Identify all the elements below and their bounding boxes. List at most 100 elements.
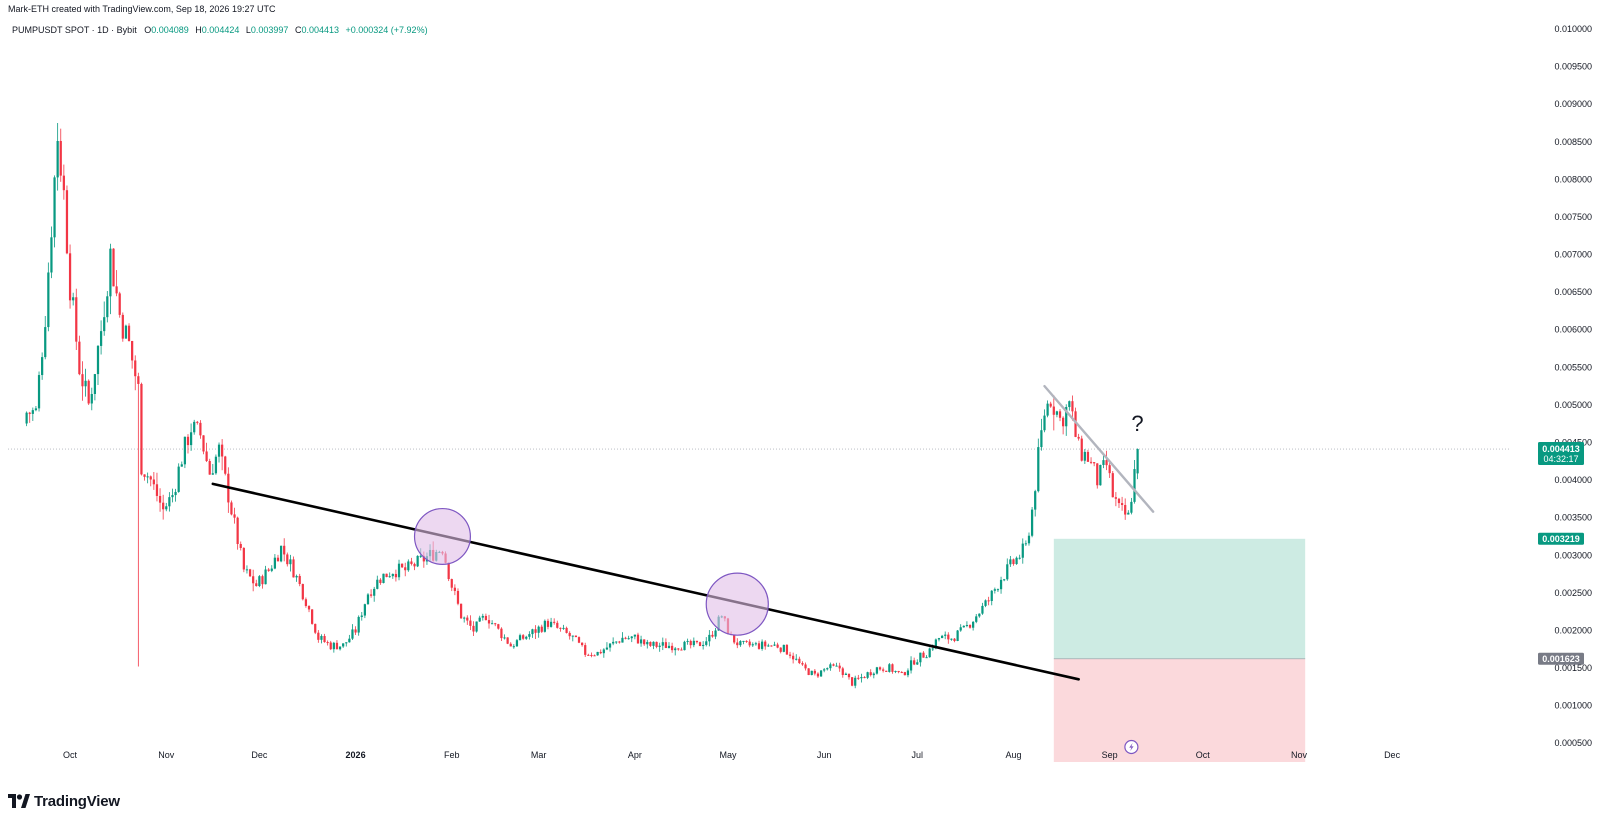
candle-body	[360, 615, 363, 617]
candle-body	[984, 600, 987, 606]
candle-body	[338, 646, 342, 650]
candle-body	[466, 617, 469, 621]
rejection-circle-2[interactable]	[705, 572, 769, 636]
candle-body	[599, 651, 602, 654]
candle-body	[87, 380, 90, 404]
candle-body	[503, 637, 506, 639]
candle-body	[186, 436, 190, 446]
candle-body	[860, 677, 863, 679]
candle-body	[307, 605, 311, 610]
price-tick-label: 0.009500	[1554, 62, 1592, 72]
candle-body	[53, 177, 56, 238]
candle-body	[407, 561, 410, 571]
candle-body	[639, 639, 643, 644]
chart-drawings[interactable]: ?	[211, 384, 1155, 681]
candle-body	[320, 635, 323, 640]
candle-body	[75, 297, 78, 342]
candle-body	[158, 495, 162, 503]
candle-body	[168, 497, 171, 507]
candle-body	[553, 621, 556, 623]
candle-body	[767, 645, 770, 647]
candle-body	[686, 640, 689, 642]
candle-body	[245, 569, 249, 571]
candle-body	[248, 569, 252, 577]
candle-body	[351, 629, 354, 639]
candle-body	[1018, 557, 1021, 559]
candle-body	[646, 641, 649, 645]
candle-body	[295, 575, 298, 578]
candle-body	[286, 554, 289, 565]
candle-body	[934, 639, 938, 649]
candle-body	[850, 677, 854, 686]
symbol-title[interactable]: PUMPUSDT SPOT · 1D · Bybit	[12, 25, 137, 35]
candle-body	[670, 645, 674, 651]
candle-body	[658, 645, 661, 647]
question-annotation[interactable]: ?	[1131, 411, 1143, 436]
candle-body	[733, 634, 736, 643]
candle-body	[1058, 411, 1062, 418]
high-key: H	[195, 25, 202, 35]
candle-body	[596, 651, 599, 656]
candle-body	[376, 579, 379, 589]
candle-body	[667, 645, 671, 649]
candle-body	[1009, 559, 1012, 565]
tradingview-footer[interactable]: TradingView	[8, 790, 120, 812]
resistance-trendline[interactable]	[1043, 384, 1155, 513]
candle-body	[1024, 543, 1028, 545]
support-trendline[interactable]	[211, 482, 1080, 681]
price-tick-label: 0.002500	[1554, 588, 1592, 598]
candle-body	[1099, 464, 1102, 486]
candle-body	[944, 634, 947, 636]
time-axis[interactable]: Oct Nov Dec 2026 Feb Mar Apr May Jun Jul Aug Sep Oct…	[63, 750, 1401, 760]
candle-body	[999, 579, 1003, 590]
time-tick-label: May	[719, 750, 737, 760]
price-chart[interactable]: ? 0.010000 0.009500 0.009000 0.008500 0.0080…	[0, 0, 1600, 790]
candle-body	[388, 576, 391, 578]
candle-body	[801, 663, 804, 665]
candle-body	[183, 436, 187, 465]
candle-body	[56, 140, 59, 178]
candle-body	[711, 634, 714, 637]
price-axis[interactable]: 0.010000 0.009500 0.009000 0.008500 0.008000…	[1554, 24, 1592, 748]
last-price-value: 0.004413	[1542, 444, 1580, 454]
candle-body	[798, 658, 801, 664]
candle-body	[580, 642, 584, 646]
candle-body	[41, 357, 44, 376]
price-tick-label: 0.005000	[1554, 400, 1592, 410]
candle-body	[1065, 407, 1068, 427]
rejection-circle-1[interactable]	[413, 507, 471, 566]
candle-body	[900, 672, 903, 674]
time-tick-label: Nov	[158, 750, 175, 760]
candle-body	[909, 660, 913, 671]
time-tick-label: Nov	[1291, 750, 1308, 760]
candle-body	[289, 559, 292, 565]
candle-body	[233, 514, 236, 518]
candle-body	[1040, 430, 1043, 448]
candle-body	[590, 654, 593, 656]
candle-body	[481, 615, 484, 618]
candle-body	[115, 286, 118, 294]
candle-body	[140, 383, 143, 475]
candle-body	[413, 563, 416, 567]
candle-body	[636, 634, 640, 644]
candle-body	[630, 636, 633, 639]
time-tick-label: Feb	[444, 750, 460, 760]
candle-body	[165, 506, 168, 510]
candle-body	[283, 545, 286, 555]
candle-body	[447, 562, 450, 580]
candle-body	[689, 640, 692, 646]
candle-body	[1093, 462, 1096, 464]
candle-body	[99, 331, 103, 346]
candle-body	[314, 623, 317, 633]
candle-body	[214, 456, 218, 474]
candle-body	[965, 624, 969, 626]
price-tick-label: 0.006000	[1554, 325, 1592, 335]
target-price-value: 0.003219	[1542, 534, 1580, 544]
candle-body	[267, 569, 270, 571]
candle-body	[109, 248, 112, 297]
candle-body	[677, 648, 680, 650]
candle-body	[1068, 401, 1071, 408]
target-zone	[1053, 538, 1306, 659]
candle-body	[1030, 509, 1034, 536]
candle-body	[469, 620, 472, 626]
